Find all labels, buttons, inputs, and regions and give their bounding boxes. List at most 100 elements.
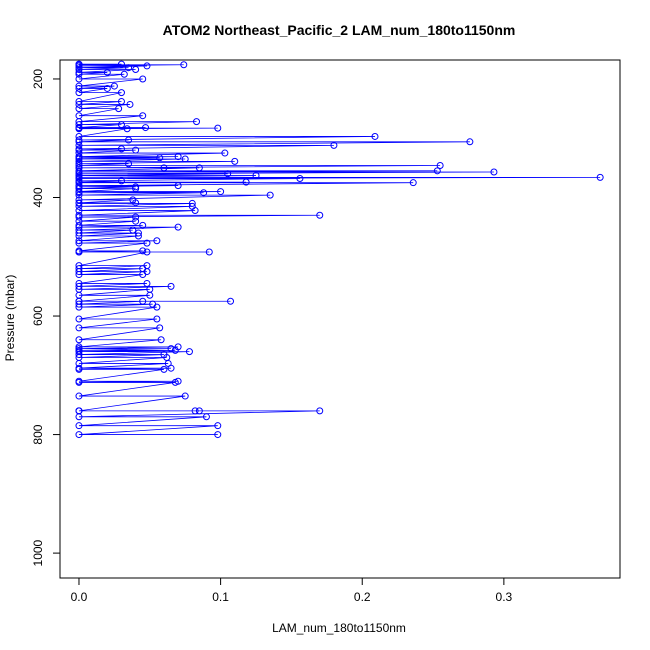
data-point bbox=[75, 84, 83, 92]
data-point bbox=[75, 351, 83, 359]
data-point bbox=[132, 65, 140, 73]
data-point bbox=[143, 239, 151, 247]
data-point bbox=[75, 336, 83, 344]
data-point bbox=[132, 146, 140, 154]
data-point bbox=[296, 175, 304, 183]
y-tick-label: 200 bbox=[31, 69, 45, 89]
data-point bbox=[120, 70, 128, 78]
data-point bbox=[75, 207, 83, 215]
data-point bbox=[181, 392, 189, 400]
data-point bbox=[75, 422, 83, 430]
data-point bbox=[117, 177, 125, 185]
data-point bbox=[75, 248, 83, 256]
data-point bbox=[214, 431, 222, 439]
data-point bbox=[75, 175, 83, 183]
data-point bbox=[75, 75, 83, 83]
plot-frame bbox=[59, 59, 621, 579]
y-tick-label: 600 bbox=[31, 306, 45, 326]
x-tick-label: 0.2 bbox=[354, 590, 371, 604]
data-point bbox=[167, 345, 175, 353]
data-point bbox=[115, 105, 123, 113]
data-point bbox=[75, 100, 83, 108]
data-point bbox=[156, 154, 164, 162]
data-line bbox=[78, 63, 601, 435]
data-point bbox=[75, 70, 83, 78]
data-point bbox=[160, 164, 168, 172]
data-point bbox=[132, 185, 140, 193]
data-point bbox=[167, 364, 175, 372]
data-point bbox=[75, 282, 83, 290]
data-point bbox=[231, 157, 239, 165]
x-tick-label: 0.1 bbox=[212, 590, 229, 604]
data-point bbox=[466, 138, 474, 146]
data-point bbox=[174, 182, 182, 190]
data-point bbox=[75, 141, 83, 149]
data-point bbox=[75, 196, 83, 204]
data-point bbox=[75, 315, 83, 323]
data-point bbox=[125, 136, 133, 144]
data-point bbox=[371, 132, 379, 140]
data-point bbox=[75, 365, 83, 373]
data-point bbox=[214, 422, 222, 430]
x-tick-label: 0.3 bbox=[496, 590, 513, 604]
y-axis-label: Pressure (mbar) bbox=[3, 275, 17, 362]
x-tick-label: 0.0 bbox=[71, 590, 88, 604]
data-point bbox=[125, 64, 133, 72]
data-point bbox=[409, 179, 417, 187]
data-point bbox=[75, 65, 83, 73]
data-point bbox=[195, 164, 203, 172]
data-point bbox=[191, 207, 199, 215]
data-point bbox=[490, 168, 498, 176]
data-point bbox=[143, 279, 151, 287]
data-point bbox=[205, 248, 213, 256]
data-point bbox=[75, 229, 83, 237]
data-point bbox=[433, 167, 441, 175]
data-point bbox=[134, 232, 142, 240]
data-point bbox=[126, 100, 134, 108]
data-point bbox=[75, 146, 83, 154]
data-point bbox=[160, 365, 168, 373]
data-point bbox=[174, 223, 182, 231]
data-point bbox=[75, 132, 83, 140]
data-point bbox=[75, 232, 83, 240]
data-point bbox=[185, 348, 193, 356]
data-point bbox=[129, 226, 137, 234]
data-point bbox=[75, 125, 83, 133]
data-point bbox=[266, 191, 274, 199]
data-point bbox=[132, 199, 140, 207]
data-point bbox=[123, 125, 131, 133]
data-point bbox=[142, 124, 150, 132]
data-point bbox=[224, 170, 232, 178]
data-point bbox=[132, 217, 140, 225]
data-point bbox=[75, 191, 83, 199]
data-point bbox=[125, 160, 133, 168]
data-point bbox=[316, 407, 324, 415]
data-point bbox=[75, 155, 83, 163]
data-point bbox=[75, 268, 83, 276]
data-point bbox=[117, 60, 125, 68]
data-point bbox=[75, 82, 83, 90]
data-point bbox=[75, 237, 83, 245]
data-point bbox=[167, 282, 175, 290]
data-point bbox=[252, 172, 260, 180]
data-point bbox=[156, 324, 164, 332]
data-point bbox=[117, 89, 125, 97]
data-point bbox=[221, 149, 229, 157]
data-point bbox=[75, 97, 83, 105]
data-point bbox=[75, 157, 83, 165]
data-point bbox=[157, 336, 165, 344]
data-point bbox=[188, 199, 196, 207]
data-point bbox=[214, 124, 222, 132]
data-point bbox=[330, 141, 338, 149]
data-point bbox=[117, 97, 125, 105]
data-point bbox=[139, 75, 147, 83]
data-point bbox=[75, 271, 83, 279]
data-point bbox=[139, 297, 147, 305]
data-point bbox=[75, 303, 83, 311]
data-point bbox=[139, 247, 147, 255]
data-point bbox=[227, 297, 235, 305]
data-point bbox=[75, 378, 83, 386]
y-tick-label: 800 bbox=[31, 424, 45, 444]
data-point bbox=[75, 413, 83, 421]
data-point bbox=[153, 237, 161, 245]
